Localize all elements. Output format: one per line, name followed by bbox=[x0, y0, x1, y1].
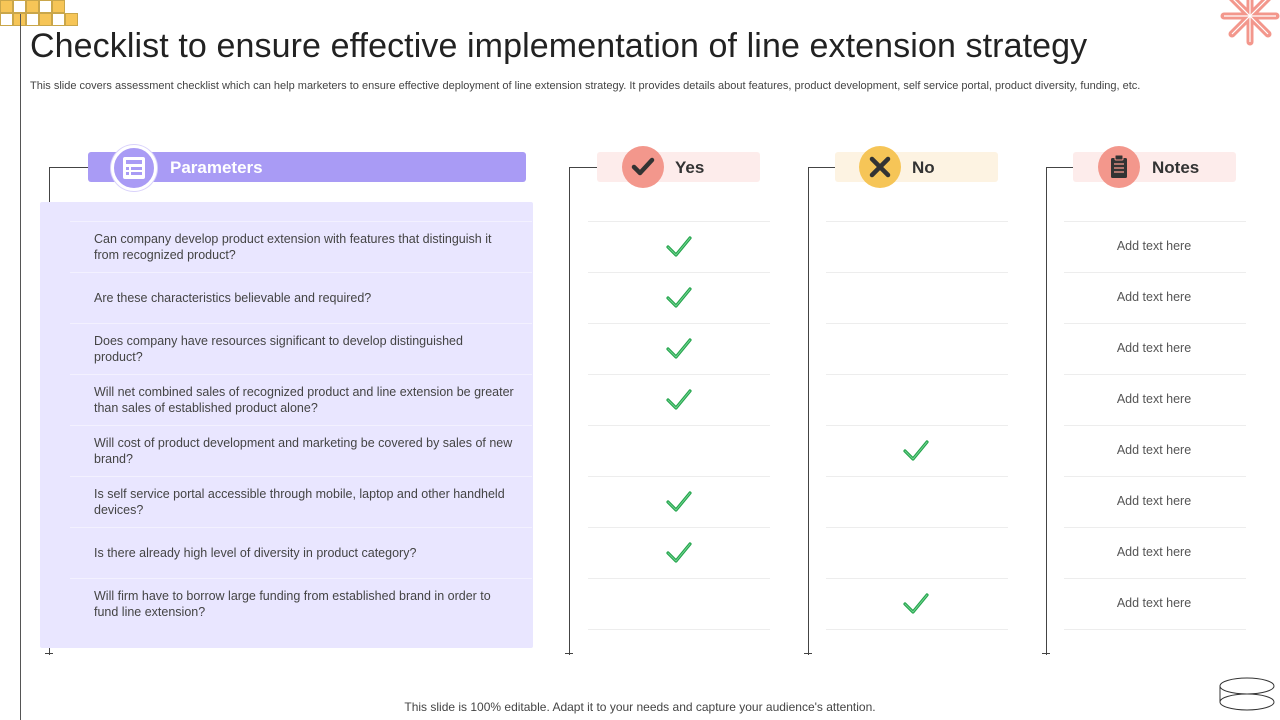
parameter-text: Can company develop product extension wi… bbox=[94, 231, 492, 262]
checker-decoration bbox=[0, 0, 80, 26]
notes-bracket-line bbox=[1046, 167, 1047, 655]
note-text[interactable]: Add text here bbox=[1116, 391, 1192, 406]
yes-bracket-line bbox=[569, 167, 570, 655]
row-separator bbox=[588, 374, 770, 375]
row-separator bbox=[1064, 629, 1246, 630]
parameter-separator bbox=[70, 272, 532, 273]
row-separator bbox=[826, 476, 1008, 477]
note-text[interactable]: Add text here bbox=[1116, 493, 1192, 508]
checkmark-icon bbox=[622, 146, 664, 188]
page-title: Checklist to ensure effective implementa… bbox=[30, 27, 1088, 65]
row-separator bbox=[1064, 272, 1246, 273]
parameter-text: Will net combined sales of recognized pr… bbox=[94, 384, 514, 415]
yes-bracket-top bbox=[569, 167, 598, 168]
notes-header-label: Notes bbox=[1152, 158, 1200, 177]
note-text[interactable]: Add text here bbox=[1116, 595, 1192, 610]
row-separator bbox=[588, 323, 770, 324]
parameter-text: Will cost of product development and mar… bbox=[94, 435, 513, 466]
parameter-separator bbox=[70, 374, 532, 375]
row-separator bbox=[826, 374, 1008, 375]
no-bracket-line bbox=[808, 167, 809, 655]
yes-check-icon bbox=[665, 336, 693, 362]
no-check-icon bbox=[902, 591, 930, 617]
param-bracket-foot bbox=[45, 653, 53, 654]
row-separator bbox=[826, 629, 1008, 630]
note-text[interactable]: Add text here bbox=[1116, 544, 1192, 559]
parameter-text: Does company have resources significant … bbox=[94, 333, 463, 364]
yes-check-icon bbox=[665, 285, 693, 311]
no-bracket-foot bbox=[804, 653, 812, 654]
page-subtitle: This slide covers assessment checklist w… bbox=[30, 80, 1141, 92]
footer-note: This slide is 100% editable. Adapt it to… bbox=[404, 700, 876, 714]
parameter-separator bbox=[70, 476, 532, 477]
row-separator bbox=[1064, 221, 1246, 222]
note-text[interactable]: Add text here bbox=[1116, 289, 1192, 304]
row-separator bbox=[826, 425, 1008, 426]
note-text[interactable]: Add text here bbox=[1116, 238, 1192, 253]
row-separator bbox=[826, 221, 1008, 222]
row-separator bbox=[1064, 476, 1246, 477]
parameter-text: Is self service portal accessible throug… bbox=[94, 486, 505, 517]
yes-check-icon bbox=[665, 540, 693, 566]
row-separator bbox=[588, 425, 770, 426]
row-separator bbox=[588, 476, 770, 477]
note-text[interactable]: Add text here bbox=[1116, 442, 1192, 457]
row-separator bbox=[826, 272, 1008, 273]
parameters-header-label: Parameters bbox=[170, 158, 263, 177]
clipboard-icon bbox=[1098, 146, 1140, 188]
row-separator bbox=[1064, 578, 1246, 579]
yes-header-label: Yes bbox=[675, 158, 705, 177]
left-rule bbox=[20, 14, 21, 720]
parameter-text: Will firm have to borrow large funding f… bbox=[94, 588, 491, 619]
checklist-icon bbox=[111, 145, 157, 191]
note-text[interactable]: Add text here bbox=[1116, 340, 1192, 355]
row-separator bbox=[1064, 527, 1246, 528]
parameter-separator bbox=[70, 425, 532, 426]
starburst-decoration bbox=[1220, 0, 1280, 46]
parameter-separator bbox=[70, 527, 532, 528]
parameter-text: Are these characteristics believable and… bbox=[94, 290, 372, 305]
yes-check-icon bbox=[665, 387, 693, 413]
parameter-text: Is there already high level of diversity… bbox=[94, 545, 417, 560]
row-separator bbox=[826, 323, 1008, 324]
no-bracket-top bbox=[808, 167, 836, 168]
notes-bracket-foot bbox=[1042, 653, 1050, 654]
row-separator bbox=[1064, 425, 1246, 426]
parameter-separator bbox=[70, 221, 532, 222]
parameter-separator bbox=[70, 323, 532, 324]
yes-check-icon bbox=[665, 489, 693, 515]
x-mark-icon bbox=[859, 146, 901, 188]
notes-bracket-top bbox=[1046, 167, 1074, 168]
row-separator bbox=[1064, 374, 1246, 375]
row-separator bbox=[588, 629, 770, 630]
row-separator bbox=[826, 578, 1008, 579]
ellipse-decoration bbox=[1219, 677, 1275, 711]
param-bracket-top bbox=[49, 167, 89, 168]
yes-check-icon bbox=[665, 234, 693, 260]
row-separator bbox=[588, 221, 770, 222]
yes-bracket-foot bbox=[565, 653, 573, 654]
no-header-label: No bbox=[912, 158, 935, 177]
row-separator bbox=[1064, 323, 1246, 324]
row-separator bbox=[588, 578, 770, 579]
row-separator bbox=[588, 527, 770, 528]
no-check-icon bbox=[902, 438, 930, 464]
row-separator bbox=[826, 527, 1008, 528]
parameters-header: Parameters bbox=[88, 152, 526, 182]
parameter-separator bbox=[70, 578, 532, 579]
row-separator bbox=[588, 272, 770, 273]
